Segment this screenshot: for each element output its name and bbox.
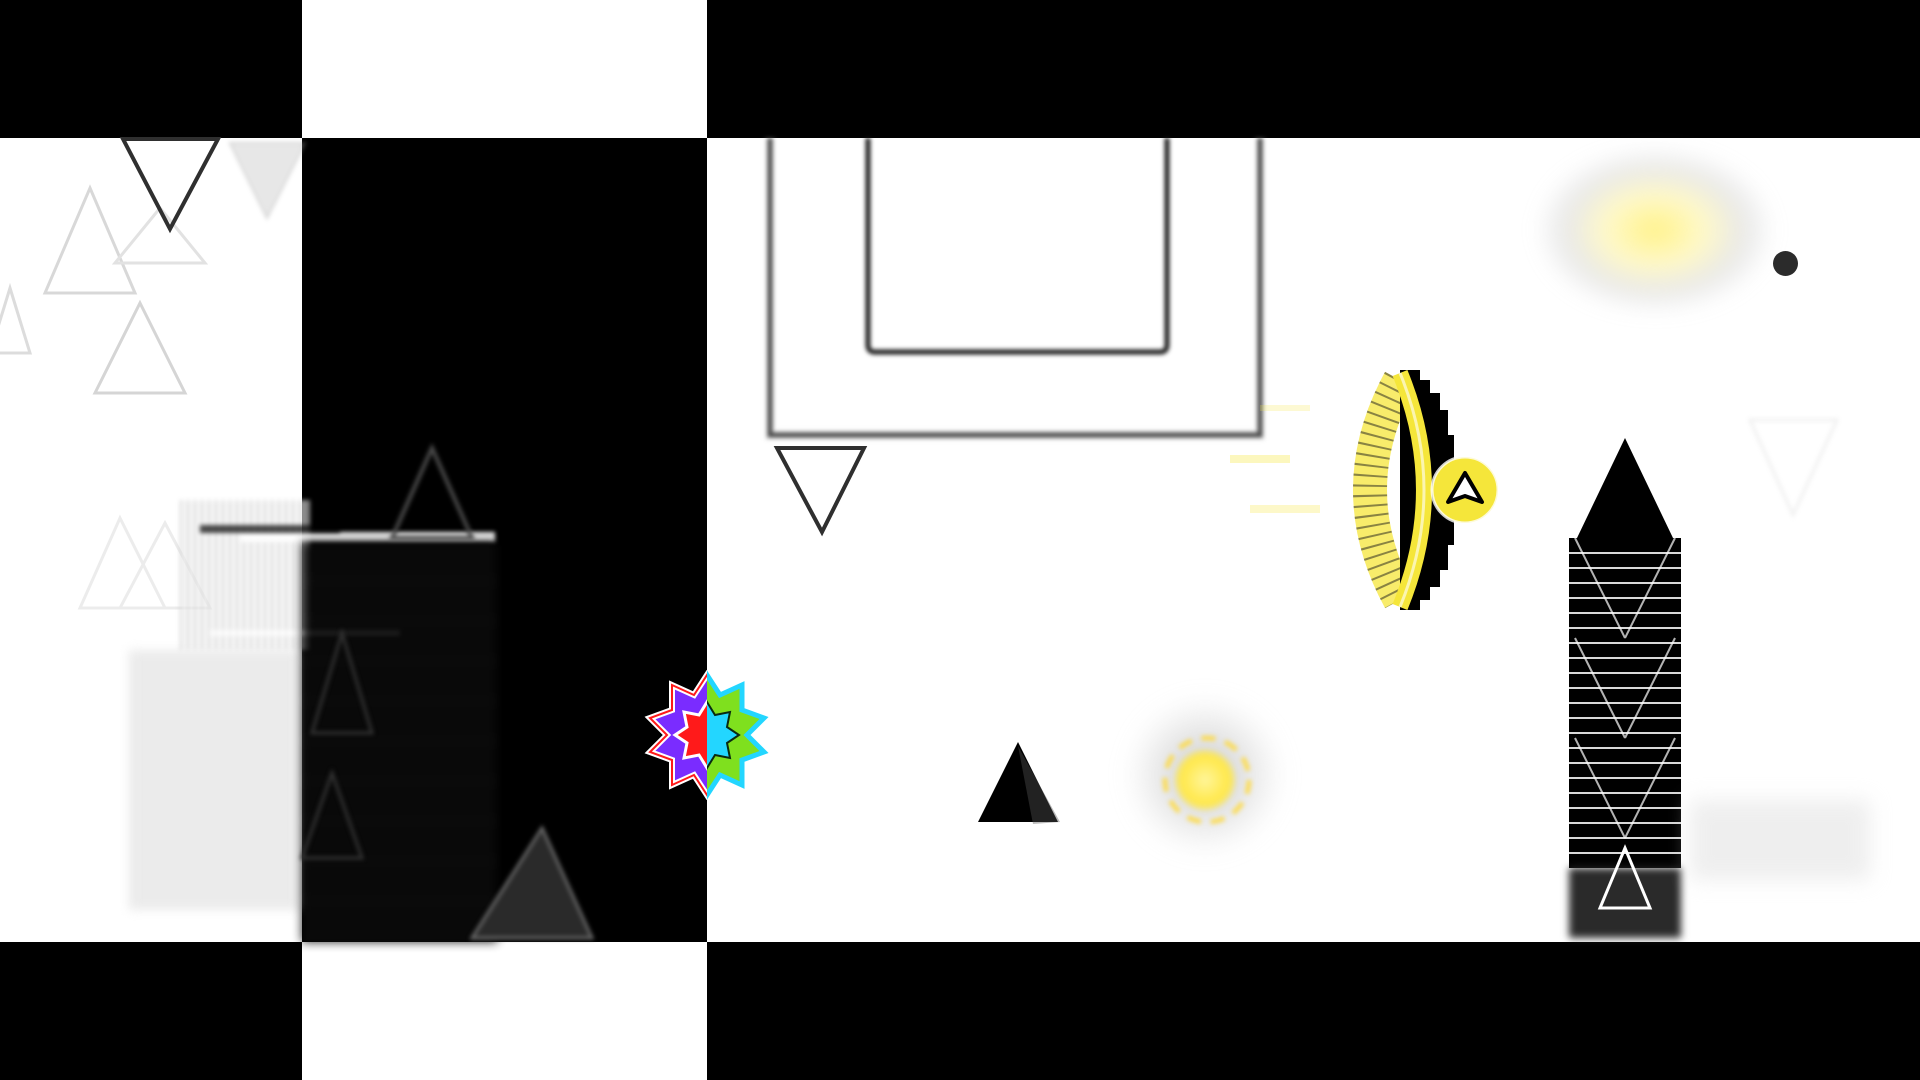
bg-triangle-icon (77, 514, 168, 610)
bg-triangle-icon (0, 282, 33, 355)
dark-platform-streak (200, 525, 340, 533)
top-band-gap (302, 0, 707, 138)
dark-platform-top-edge (240, 532, 495, 542)
hanging-spike-center (773, 446, 868, 537)
upper-right-glow (1540, 150, 1770, 310)
bg-triangle-icon (469, 824, 595, 940)
faded-spike-right (1747, 418, 1840, 519)
bottom-band-left (0, 942, 302, 1080)
spike-icon (978, 742, 1058, 822)
spike-icon (1747, 418, 1840, 519)
top-band-left (0, 0, 302, 138)
player-icon (644, 670, 769, 800)
bg-triangle-icon (299, 768, 365, 860)
bg-triangle-icon (92, 299, 188, 395)
bottom-band-right (707, 942, 1920, 1080)
spike-tower (1569, 438, 1681, 938)
top-band-right (707, 0, 1920, 138)
arrow-up-icon (1446, 471, 1484, 504)
orb-ring (1162, 735, 1252, 825)
spike-icon (119, 137, 222, 234)
ground-spike (978, 742, 1060, 824)
outline-spike-top-left (119, 137, 222, 234)
spike-icon (1597, 844, 1653, 910)
spike-icon (773, 446, 868, 537)
bottom-band-gap (302, 942, 707, 1080)
faded-spike-top-left (228, 142, 307, 221)
bg-triangle-icon (309, 627, 375, 735)
bg-triangle-icon (388, 443, 476, 540)
motion-blur-streaks-left (180, 500, 310, 650)
bg-triangle-icon (111, 205, 209, 265)
player-outer-left-stroke (648, 673, 707, 797)
player-inner-left (672, 699, 707, 771)
dark-column-triangles (299, 443, 595, 940)
small-dot-icon (1773, 251, 1798, 276)
spike-icon (1577, 438, 1673, 538)
jump-orb-icon[interactable] (1175, 750, 1235, 810)
motion-blur-blocks-left (130, 650, 300, 910)
dark-platform-body (302, 542, 497, 942)
spike-icon (228, 142, 307, 221)
background-triangles-left (0, 184, 213, 610)
motion-blur-bottom-right (1690, 800, 1870, 880)
outlined-block-structure (765, 138, 1265, 440)
player-inner-right (707, 700, 741, 770)
gravity-portal-icon (1230, 369, 1500, 611)
bg-triangle-icon (42, 184, 138, 295)
